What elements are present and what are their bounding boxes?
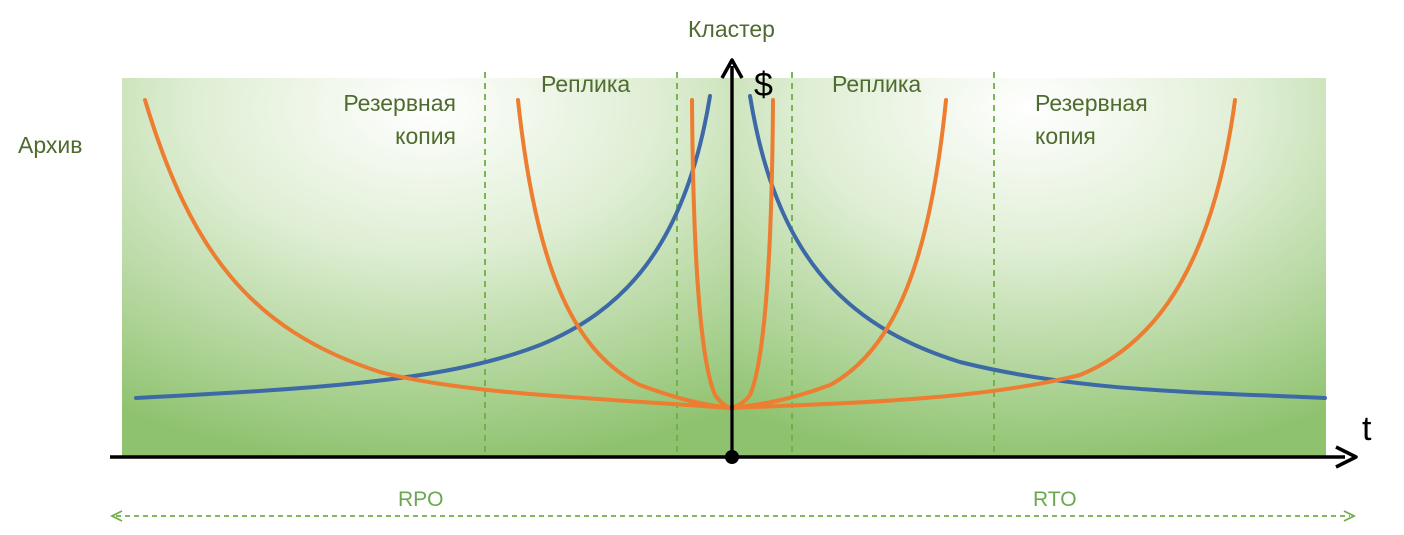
x-axis-arrowhead xyxy=(1335,445,1358,469)
x-axis-symbol: t xyxy=(1362,410,1372,448)
label-backup-right-line1: Резервная xyxy=(1035,90,1148,116)
background-panel-right xyxy=(734,78,1326,456)
y-axis-symbol: $ xyxy=(754,66,773,104)
label-replica-left: Реплика xyxy=(541,71,630,97)
label-replica-right: Реплика xyxy=(832,71,921,97)
span-arrowhead-right xyxy=(1343,510,1357,522)
label-rto: RTO xyxy=(1033,488,1077,511)
cost-curve-replica-left xyxy=(690,98,732,410)
label-cluster: Кластер xyxy=(688,16,775,42)
span-arrowhead-left xyxy=(109,510,123,522)
label-backup-left-line2: копия xyxy=(395,123,456,149)
label-rpo: RPO xyxy=(398,488,444,511)
cost-curve-backup-far-right xyxy=(728,98,1237,410)
axes xyxy=(110,58,1358,469)
loss-curve-right xyxy=(748,94,1327,400)
y-axis-arrowhead xyxy=(720,58,744,79)
loss-curve-left xyxy=(134,94,712,400)
label-archive: Архив xyxy=(18,132,82,158)
loss-curves xyxy=(134,94,1327,400)
rpo-rto-span xyxy=(109,510,1357,522)
cost-curve-replica-right xyxy=(728,98,775,410)
cost-curve-archive xyxy=(143,98,732,410)
origin-point xyxy=(725,450,739,464)
cost-curve-backup-right xyxy=(728,98,948,410)
cost-curves xyxy=(143,98,1237,410)
label-backup-right-line2: копия xyxy=(1035,123,1096,149)
label-backup-left-line1: Резервная xyxy=(343,90,456,116)
cost-curve-backup-left xyxy=(516,98,732,410)
